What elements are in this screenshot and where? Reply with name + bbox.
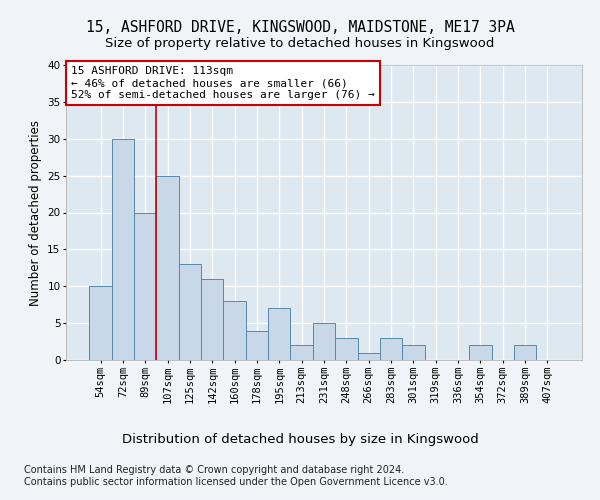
Bar [313, 323, 335, 360]
Bar [380, 338, 402, 360]
Bar [402, 345, 425, 360]
Bar [335, 338, 358, 360]
Bar [358, 352, 380, 360]
Bar [179, 264, 201, 360]
Bar [514, 345, 536, 360]
Text: 15, ASHFORD DRIVE, KINGSWOOD, MAIDSTONE, ME17 3PA: 15, ASHFORD DRIVE, KINGSWOOD, MAIDSTONE,… [86, 20, 514, 35]
Bar [134, 212, 157, 360]
Y-axis label: Number of detached properties: Number of detached properties [29, 120, 41, 306]
Text: Distribution of detached houses by size in Kingswood: Distribution of detached houses by size … [122, 432, 478, 446]
Text: Size of property relative to detached houses in Kingswood: Size of property relative to detached ho… [106, 38, 494, 51]
Bar [112, 138, 134, 360]
Bar [223, 301, 246, 360]
Bar [268, 308, 290, 360]
Text: 15 ASHFORD DRIVE: 113sqm
← 46% of detached houses are smaller (66)
52% of semi-d: 15 ASHFORD DRIVE: 113sqm ← 46% of detach… [71, 66, 375, 100]
Bar [246, 330, 268, 360]
Bar [89, 286, 112, 360]
Bar [201, 279, 223, 360]
Bar [157, 176, 179, 360]
Bar [469, 345, 491, 360]
Text: Contains HM Land Registry data © Crown copyright and database right 2024.
Contai: Contains HM Land Registry data © Crown c… [24, 465, 448, 486]
Bar [290, 345, 313, 360]
